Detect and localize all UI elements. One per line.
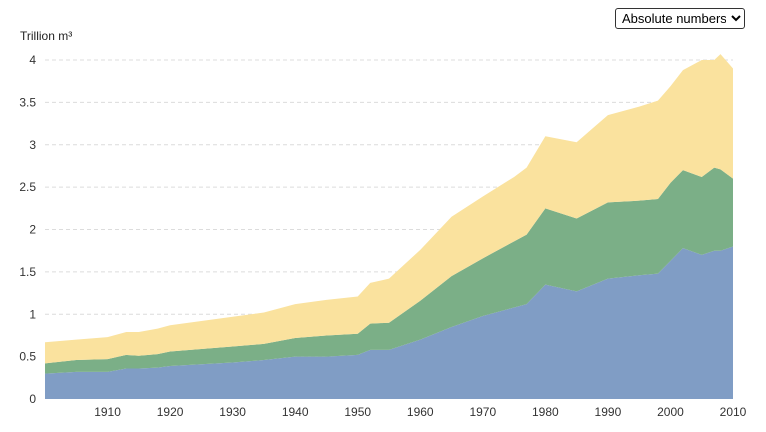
y-tick-label: 0 bbox=[29, 392, 36, 406]
area-series-3 bbox=[45, 54, 733, 364]
y-tick-label: 3 bbox=[29, 138, 36, 152]
x-tick-labels: 1910 1920 1930 1940 1950 1960 1970 1980 1990 2000… bbox=[94, 405, 746, 419]
y-tick-label: 3.5 bbox=[19, 95, 36, 109]
x-tick-label: 2010 bbox=[720, 405, 747, 419]
x-tick-label: 1990 bbox=[595, 405, 622, 419]
display-mode-select[interactable]: Absolute numbers bbox=[615, 8, 745, 29]
y-tick-label: 2 bbox=[29, 223, 36, 237]
x-tick-label: 2000 bbox=[657, 405, 684, 419]
y-tick-label: 1.5 bbox=[19, 265, 36, 279]
y-tick-labels: 0 0.5 1 1.5 2 2.5 3 3.5 4 bbox=[19, 53, 36, 406]
y-tick-label: 1 bbox=[29, 307, 36, 321]
x-tick-label: 1940 bbox=[282, 405, 309, 419]
x-tick-label: 1910 bbox=[94, 405, 121, 419]
x-tick-label: 1950 bbox=[344, 405, 371, 419]
area-series-2 bbox=[45, 167, 733, 374]
x-tick-label: 1960 bbox=[407, 405, 434, 419]
area-series bbox=[45, 54, 733, 399]
y-tick-label: 0.5 bbox=[19, 350, 36, 364]
x-tick-label: 1970 bbox=[469, 405, 496, 419]
x-tick-label: 1920 bbox=[157, 405, 184, 419]
y-tick-label: 4 bbox=[29, 53, 36, 67]
y-axis-label: Trillion m³ bbox=[20, 29, 72, 43]
y-tick-label: 2.5 bbox=[19, 180, 36, 194]
area-series-1 bbox=[45, 246, 733, 399]
x-tick-label: 1980 bbox=[532, 405, 559, 419]
x-tick-label: 1930 bbox=[219, 405, 246, 419]
